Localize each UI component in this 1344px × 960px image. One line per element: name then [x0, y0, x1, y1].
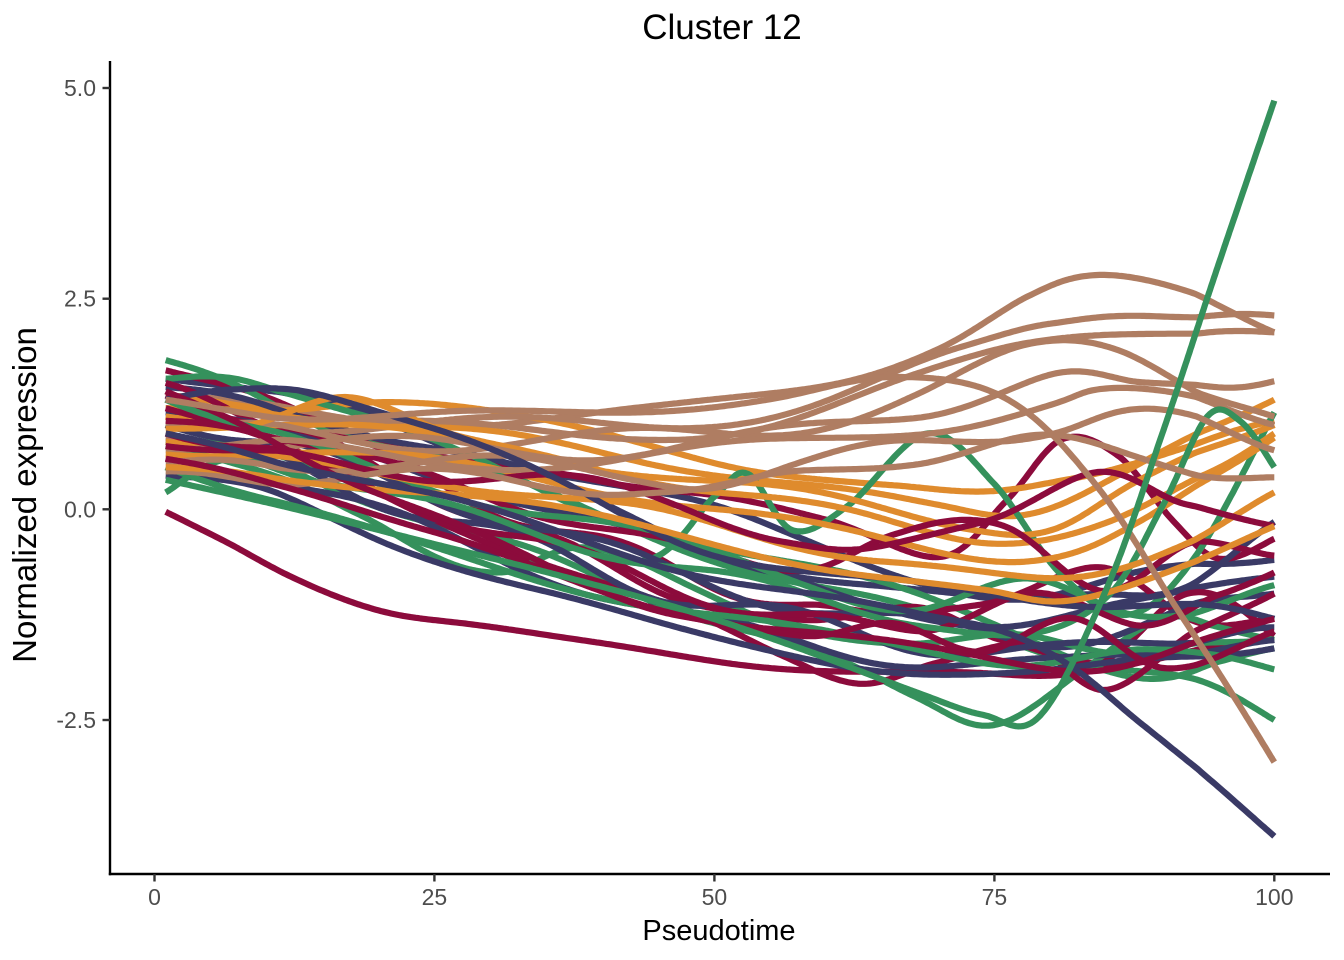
svg-text:Normalized expression: Normalized expression — [6, 327, 43, 663]
svg-text:50: 50 — [702, 884, 728, 910]
svg-text:0.0: 0.0 — [64, 496, 96, 522]
svg-text:75: 75 — [982, 884, 1008, 910]
svg-text:5.0: 5.0 — [64, 75, 96, 101]
svg-text:25: 25 — [422, 884, 448, 910]
svg-text:2.5: 2.5 — [64, 286, 96, 312]
svg-text:0: 0 — [148, 884, 161, 910]
svg-text:Cluster 12: Cluster 12 — [642, 8, 802, 47]
svg-text:Pseudotime: Pseudotime — [642, 915, 795, 947]
svg-text:-2.5: -2.5 — [56, 707, 96, 733]
svg-text:100: 100 — [1255, 884, 1293, 910]
